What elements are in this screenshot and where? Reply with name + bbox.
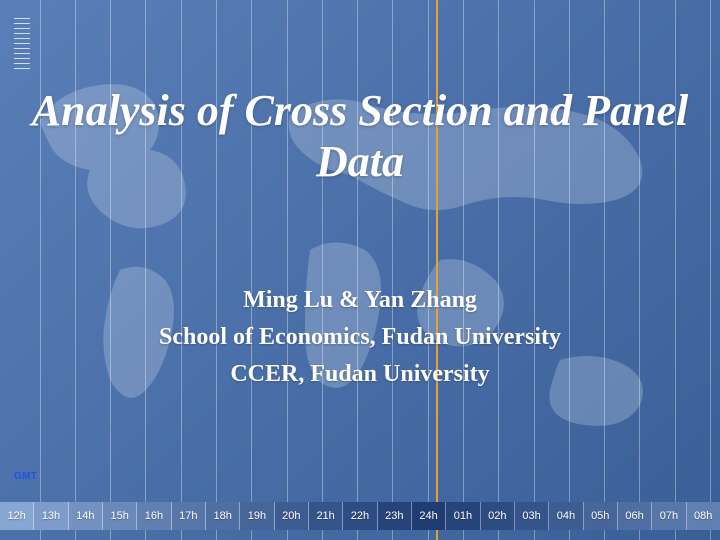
hour-cell: 18h [206,502,240,530]
gridline [110,0,111,540]
gridline [287,0,288,540]
gridline [392,0,393,540]
gridline [145,0,146,540]
affiliation-line-1: School of Economics, Fudan University [0,319,720,356]
hour-cell: 20h [275,502,309,530]
hour-cell: 06h [618,502,652,530]
gridline [428,0,429,540]
slide: Analysis of Cross Section and Panel Data… [0,0,720,540]
hour-cell: 04h [549,502,583,530]
hour-cell: 08h [687,502,720,530]
hour-cell: 01h [446,502,480,530]
gridline [534,0,535,540]
gridline [498,0,499,540]
slide-title: Analysis of Cross Section and Panel Data [0,86,720,187]
hour-cell: 07h [652,502,686,530]
hour-cell: 17h [172,502,206,530]
timezone-hour-bar: 12h13h14h15h16h17h18h19h20h21h22h23h24h0… [0,502,720,530]
hour-cell: 14h [69,502,103,530]
gridline [251,0,252,540]
gmt-label: GMT [14,471,37,482]
gridline [569,0,570,540]
slide-subtitle: Ming Lu & Yan Zhang School of Economics,… [0,282,720,394]
hour-cell: 05h [584,502,618,530]
gridline [40,0,41,540]
hour-cell: 23h [378,502,412,530]
hour-cell: 16h [137,502,171,530]
gridline [463,0,464,540]
world-map-backdrop [0,0,720,540]
hour-cell: 13h [34,502,68,530]
gridline [75,0,76,540]
gridline [604,0,605,540]
hour-cell: 03h [515,502,549,530]
prime-meridian-line [436,0,438,540]
gridline [710,0,711,540]
hour-cell: 21h [309,502,343,530]
longitude-gridlines [0,0,720,540]
affiliation-line-2: CCER, Fudan University [0,356,720,393]
gridline [639,0,640,540]
hour-cell: 15h [103,502,137,530]
gridline [322,0,323,540]
hour-cell: 12h [0,502,34,530]
authors-line: Ming Lu & Yan Zhang [0,282,720,319]
hour-cell: 22h [343,502,377,530]
gridline [675,0,676,540]
gridline [216,0,217,540]
ruler-ticks-icon [14,18,30,72]
gridline [181,0,182,540]
hour-cell: 19h [240,502,274,530]
hour-cell: 24h [412,502,446,530]
gridline [357,0,358,540]
hour-cell: 02h [481,502,515,530]
